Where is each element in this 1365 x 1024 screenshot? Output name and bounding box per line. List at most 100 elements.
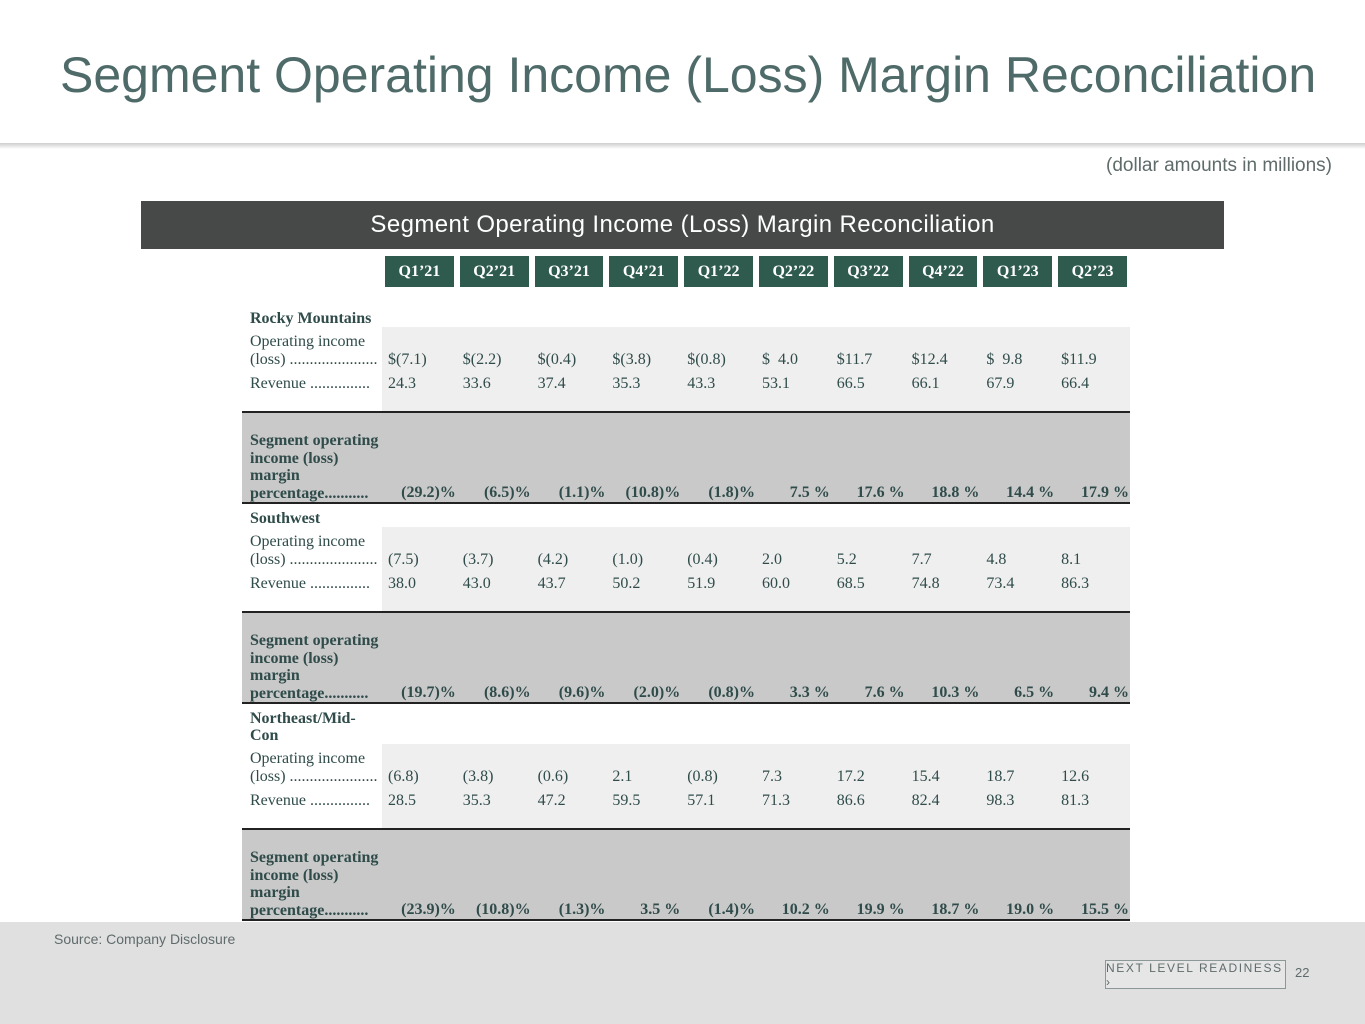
blank-cell [681, 704, 756, 744]
revenue-value: 98.3 [980, 786, 1056, 810]
operating-income-value: $(2.2) [456, 327, 532, 369]
revenue-value: 43.3 [681, 369, 756, 393]
margin-percentage-row: Segment operating income (loss) margin p… [242, 828, 1130, 921]
revenue-value: 74.8 [905, 569, 981, 593]
operating-income-label: Operating income (loss) ................… [242, 327, 382, 369]
margin-percentage-value: 19.0 % [980, 828, 1056, 921]
operating-income-value: $(0.8) [681, 327, 756, 369]
margin-percentage-value: 7.5 % [755, 411, 831, 504]
margin-percentage-value: 3.3 % [755, 611, 831, 704]
revenue-value: 59.5 [606, 786, 682, 810]
blank-cell [980, 704, 1055, 744]
spacer-cell [980, 810, 1056, 828]
reconciliation-table-panel: Q1’21 Q2’21 Q3’21 Q4’21 Q1’22 Q2’22 Q3’2… [236, 249, 1130, 927]
margin-percentage-row: Segment operating income (loss) margin p… [242, 611, 1130, 704]
quarter-header: Q2’23 [1055, 256, 1130, 287]
segment-title-row: Northeast/Mid-Con [242, 704, 1130, 744]
revenue-value: 43.0 [456, 569, 532, 593]
brand-label: NEXT LEVEL READINESS › [1106, 960, 1283, 989]
margin-percentage-label: Segment operating income (loss) margin p… [242, 828, 382, 921]
spacer-cell [1055, 810, 1130, 828]
operating-income-value: 12.6 [1055, 744, 1130, 786]
quarter-header-row: Q1’21 Q2’21 Q3’21 Q4’21 Q1’22 Q2’22 Q3’2… [242, 256, 1130, 287]
quarter-label: Q1’22 [684, 256, 753, 287]
segment-title-row: Southwest [242, 504, 1130, 527]
quarter-header: Q1’23 [980, 256, 1055, 287]
spacer-cell [980, 393, 1056, 411]
operating-income-value: (1.0) [606, 527, 682, 569]
spacer-cell [905, 393, 981, 411]
operating-income-value: 5.2 [830, 527, 906, 569]
margin-percentage-value: 9.4 % [1055, 611, 1130, 704]
spacer-row [242, 810, 1130, 828]
revenue-value: 37.4 [531, 369, 607, 393]
spacer-cell [531, 393, 607, 411]
spacer-cell [681, 810, 756, 828]
spacer-cell [606, 593, 682, 611]
operating-income-value: (3.7) [456, 527, 532, 569]
operating-income-value: 2.0 [755, 527, 831, 569]
margin-percentage-value: (6.5)% [456, 411, 532, 504]
spacer-cell [830, 593, 906, 611]
spacer-cell [1055, 393, 1130, 411]
margin-percentage-value: (0.8)% [681, 611, 756, 704]
blank-cell [1055, 287, 1130, 327]
operating-income-value: (6.8) [382, 744, 457, 786]
margin-percentage-value: 15.5 % [1055, 828, 1130, 921]
blank-cell [457, 704, 532, 744]
spacer-cell [755, 593, 831, 611]
margin-percentage-value: (29.2)% [382, 411, 457, 504]
blank-cell [681, 287, 756, 327]
operating-income-value: $11.7 [830, 327, 906, 369]
revenue-value: 82.4 [905, 786, 981, 810]
operating-income-value: 7.7 [905, 527, 981, 569]
blank-cell [756, 287, 831, 327]
margin-percentage-value: 14.4 % [980, 411, 1056, 504]
quarter-header: Q1’21 [382, 256, 457, 287]
blank-cell [606, 287, 681, 327]
segment-title-row: Rocky Mountains [242, 287, 1130, 327]
revenue-value: 43.7 [531, 569, 607, 593]
revenue-row: Revenue ............... 38.0 43.0 43.7 50.2 5… [242, 569, 1130, 593]
spacer-cell [1055, 593, 1130, 611]
margin-percentage-value: (19.7)% [382, 611, 457, 704]
operating-income-value: (7.5) [382, 527, 457, 569]
blank-cell [980, 504, 1055, 527]
revenue-value: 24.3 [382, 369, 457, 393]
operating-income-value: $ 9.8 [980, 327, 1056, 369]
operating-income-value: (3.8) [456, 744, 532, 786]
margin-percentage-value: (23.9)% [382, 828, 457, 921]
blank-cell [756, 704, 831, 744]
revenue-value: 66.1 [905, 369, 981, 393]
spacer-row [242, 393, 1130, 411]
revenue-value: 50.2 [606, 569, 682, 593]
spacer-row [242, 593, 1130, 611]
operating-income-label: Operating income (loss) ................… [242, 527, 382, 569]
blank-cell [532, 287, 607, 327]
blank-cell [980, 287, 1055, 327]
quarter-label: Q2’22 [758, 256, 828, 287]
operating-income-value: $11.9 [1055, 327, 1130, 369]
revenue-value: 35.3 [456, 786, 532, 810]
next-level-readiness-button[interactable]: NEXT LEVEL READINESS › [1105, 960, 1286, 989]
margin-percentage-value: 10.2 % [755, 828, 831, 921]
operating-income-value: 2.1 [606, 744, 682, 786]
margin-percentage-value: 18.8 % [905, 411, 981, 504]
spacer-cell [456, 393, 532, 411]
revenue-value: 66.4 [1055, 369, 1130, 393]
operating-income-value: 18.7 [980, 744, 1056, 786]
blank-cell [906, 504, 981, 527]
spacer-cell [755, 810, 831, 828]
revenue-row: Revenue ............... 28.5 35.3 47.2 59.5 5… [242, 786, 1130, 810]
revenue-value: 86.6 [830, 786, 906, 810]
quarter-label: Q1’23 [983, 256, 1053, 287]
spacer-cell [830, 810, 906, 828]
blank-cell [532, 504, 607, 527]
revenue-value: 86.3 [1055, 569, 1130, 593]
operating-income-value: (0.6) [531, 744, 607, 786]
spacer-cell [382, 393, 457, 411]
spacer-cell [606, 393, 682, 411]
quarter-header: Q2’22 [756, 256, 831, 287]
revenue-value: 35.3 [606, 369, 682, 393]
revenue-value: 53.1 [755, 369, 831, 393]
